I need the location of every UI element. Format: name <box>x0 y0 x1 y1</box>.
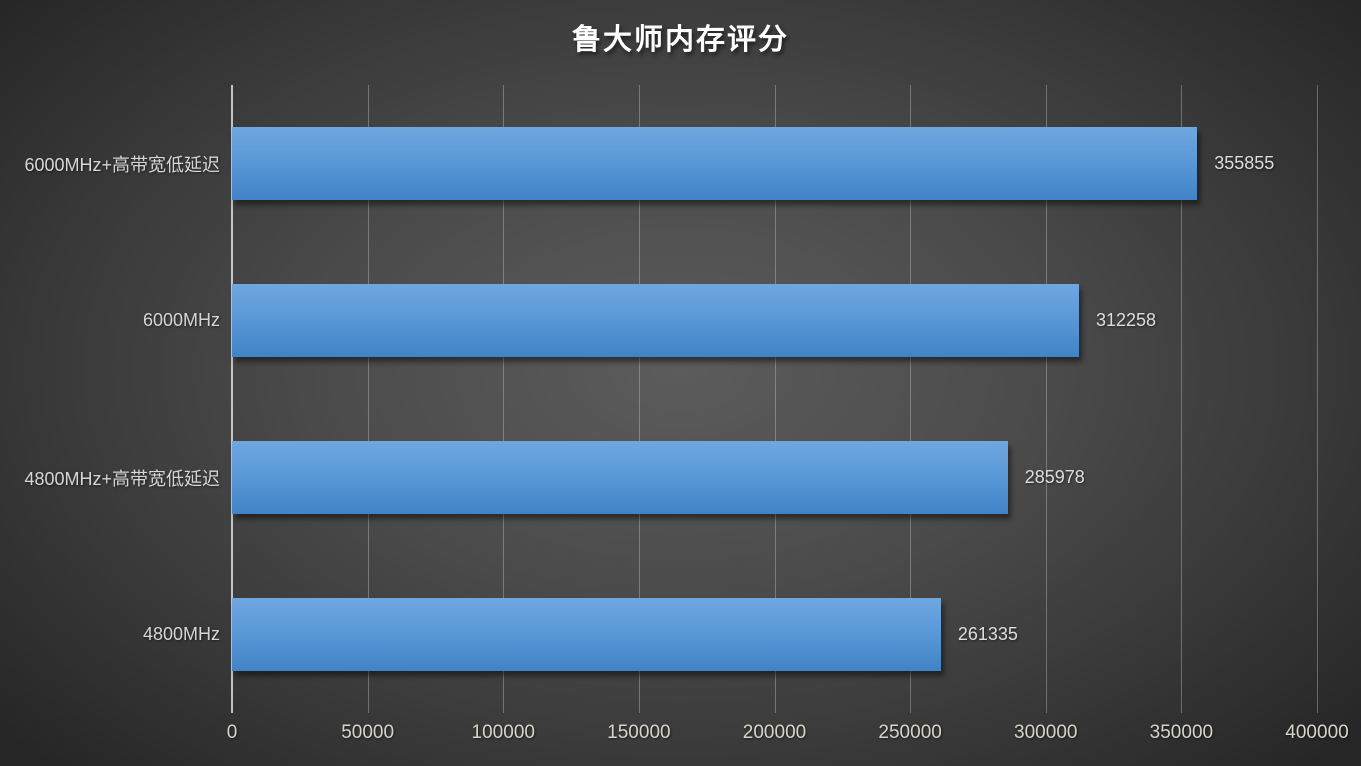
bar <box>232 284 1079 357</box>
bar <box>232 598 941 671</box>
value-label: 312258 <box>1095 310 1157 330</box>
category-label: 6000MHz <box>142 310 220 330</box>
x-tick-label: 300000 <box>1014 722 1078 743</box>
x-tick-label: 0 <box>226 722 238 743</box>
y-axis-line <box>231 85 233 713</box>
bar <box>232 441 1008 514</box>
value-label: 355855 <box>1214 153 1275 173</box>
gridline <box>774 85 776 713</box>
value-label: 285978 <box>1024 467 1085 487</box>
x-tick-label: 250000 <box>878 722 942 743</box>
gridline <box>910 85 912 713</box>
plot-area: 355855 312258 285978 261335 <box>231 85 1318 713</box>
gridline <box>1317 85 1318 713</box>
x-tick-label: 400000 <box>1285 722 1349 743</box>
bar-row: 355855 <box>232 85 1317 242</box>
value-label: 261335 <box>957 624 1018 644</box>
gridline <box>503 85 505 713</box>
gridline <box>1045 85 1047 713</box>
category-row: 6000MHz+高带宽低延迟 <box>0 85 220 242</box>
category-label: 6000MHz+高带宽低延迟 <box>24 154 220 175</box>
x-tick-label: 100000 <box>471 722 535 743</box>
category-label: 4800MHz <box>142 624 220 644</box>
bars: 355855 312258 285978 261335 <box>232 85 1317 713</box>
chart-title: 鲁大师内存评分 <box>571 24 789 56</box>
gridline <box>638 85 640 713</box>
x-tick-label: 200000 <box>742 722 807 743</box>
bar-row: 261335 <box>232 556 1317 713</box>
gridline <box>1181 85 1183 713</box>
bar-row: 312258 <box>232 242 1317 399</box>
category-axis: 6000MHz+高带宽低延迟 6000MHz 4800MHz+高带宽低延迟 4800M… <box>0 85 220 713</box>
x-axis-ticks: 0 50000 100000 150000 200000 250000 300000 3500… <box>227 722 1349 748</box>
bar-row: 285978 <box>232 399 1317 556</box>
category-row: 6000MHz <box>0 242 220 399</box>
bar <box>232 127 1198 200</box>
x-tick-label: 50000 <box>341 722 395 743</box>
x-tick-label: 350000 <box>1149 722 1214 743</box>
category-row: 4800MHz+高带宽低延迟 <box>0 399 220 556</box>
x-tick-label: 150000 <box>607 722 671 743</box>
category-label: 4800MHz+高带宽低延迟 <box>24 468 220 489</box>
category-row: 4800MHz <box>0 556 220 713</box>
gridline <box>367 85 369 713</box>
